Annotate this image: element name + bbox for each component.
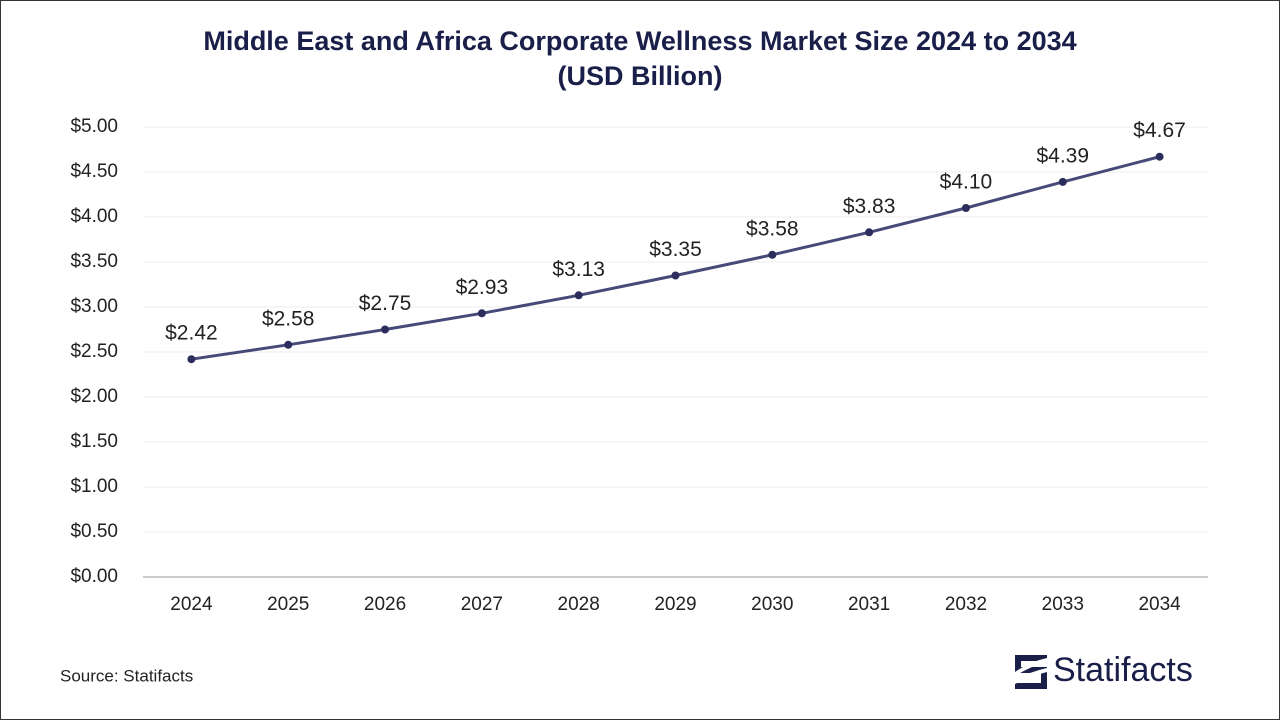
y-tick-label: $4.50: [70, 161, 118, 182]
point: [284, 340, 293, 349]
x-tick-label: 2026: [364, 594, 406, 615]
y-tick-label: $0.50: [70, 521, 118, 542]
x-tick-label: 2025: [267, 594, 309, 615]
logo-text: Statifacts: [1053, 651, 1193, 689]
point: [574, 291, 583, 300]
y-tick-label: $3.50: [70, 251, 118, 272]
point: [477, 309, 486, 318]
x-tick-label: 2030: [751, 594, 793, 615]
value-label: $3.13: [552, 258, 605, 281]
x-tick-label: 2034: [1138, 594, 1181, 615]
chart-title: (USD Billion): [558, 61, 723, 91]
value-label: $2.42: [165, 322, 218, 345]
x-tick-label: 2029: [654, 594, 696, 615]
point: [381, 325, 390, 334]
value-label: $3.58: [746, 217, 799, 240]
y-tick-label: $5.00: [70, 116, 118, 137]
point: [865, 228, 874, 237]
chart-title: Middle East and Africa Corporate Wellnes…: [203, 26, 1076, 56]
value-label: $2.58: [262, 307, 315, 330]
x-tick-label: 2027: [461, 594, 503, 615]
point: [1058, 177, 1067, 186]
y-tick-label: $4.00: [70, 206, 118, 227]
logo-icon: [1015, 655, 1047, 689]
y-tick-label: $1.50: [70, 431, 118, 452]
value-label: $3.35: [649, 238, 702, 261]
source: Source: Statifacts: [60, 666, 193, 685]
point: [187, 355, 196, 364]
point: [671, 271, 680, 280]
value-label: $2.93: [456, 276, 509, 299]
point: [961, 204, 970, 212]
value-label: $4.67: [1133, 119, 1186, 142]
x-tick-label: 2032: [945, 594, 987, 615]
y-tick-label: $0.00: [70, 566, 118, 587]
x-tick-label: 2028: [558, 594, 600, 615]
value-label: $3.83: [843, 195, 896, 218]
x-tick-label: 2031: [848, 594, 890, 615]
y-tick-label: $2.50: [70, 341, 118, 362]
y-tick-label: $1.00: [70, 476, 118, 497]
point: [768, 250, 777, 259]
y-tick-label: $2.00: [70, 386, 118, 407]
value-label: $4.10: [940, 171, 993, 194]
y-tick-label: $3.00: [70, 296, 118, 317]
x-tick-label: 2033: [1042, 594, 1084, 615]
point: [1155, 152, 1164, 161]
value-label: $4.39: [1036, 144, 1089, 167]
value-label: $2.75: [359, 292, 412, 315]
x-tick-label: 2024: [170, 594, 213, 615]
